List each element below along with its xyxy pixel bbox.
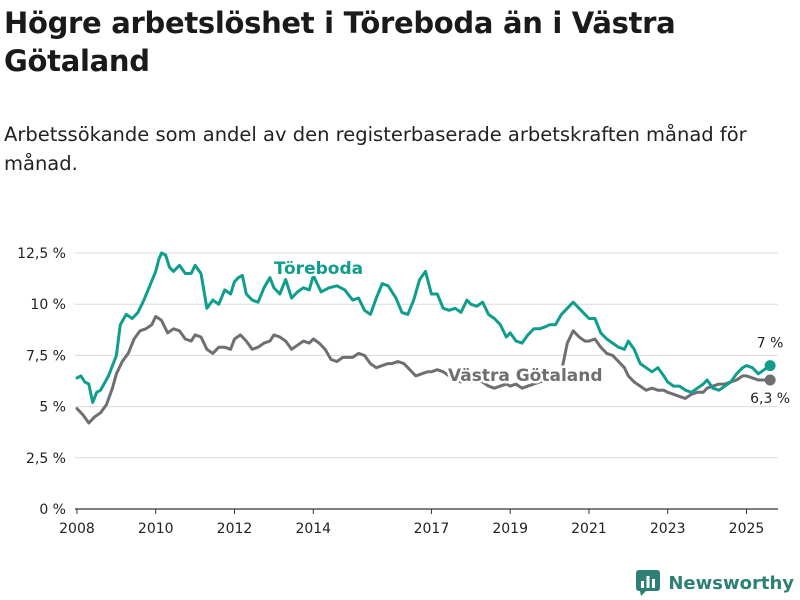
end-value-toreboda: 7 % [757,336,784,352]
end-value-vastra-gotaland: 6,3 % [750,391,790,407]
y-tick-label: 10 % [30,297,66,313]
brand-logo[interactable]: Newsworthy [636,570,794,596]
y-tick-label: 5 % [39,400,66,416]
y-tick-label: 0 % [39,502,66,518]
series-labels: Töreboda Västra Götaland 7 % 6,3 % [272,257,791,407]
end-point-vastra-gotaland [764,374,776,386]
x-tick-label: 2012 [217,521,253,537]
y-tick-label: 12,5 % [17,246,66,262]
chart-title: Högre arbetslöshet i Töreboda än i Västr… [4,6,676,78]
series-layer [75,251,776,425]
chart-subtitle: Arbetssökande som andel av den registerb… [4,123,747,175]
brand-name: Newsworthy [668,572,794,594]
x-tick-label: 2014 [295,521,331,537]
x-tick-label: 2023 [650,521,686,537]
series-label-vastra-gotaland: Västra Götaland [448,366,603,386]
grid-layer [75,252,778,510]
x-tick-label: 2017 [414,521,450,537]
end-point-toreboda [764,360,776,372]
series-label-toreboda: Töreboda [274,259,363,279]
x-tick-label: 2010 [138,521,174,537]
x-tick-label: 2025 [729,521,765,537]
x-tick-label: 2019 [492,521,528,537]
y-tick-label: 7,5 % [26,348,66,364]
y-axis: 0 % 2,5 % 5 % 7,5 % 10 % 12,5 % [17,246,66,518]
x-tick-label: 2021 [571,521,607,537]
series-line-toreboda [75,251,772,404]
y-tick-label: 2,5 % [26,451,66,467]
newsworthy-logo-icon [636,570,661,596]
x-axis: 2008 2010 2012 2014 2017 2019 2021 2023 2025 [59,509,764,537]
x-tick-label: 2008 [59,521,95,537]
series-line-vastra-gotaland [75,315,772,425]
